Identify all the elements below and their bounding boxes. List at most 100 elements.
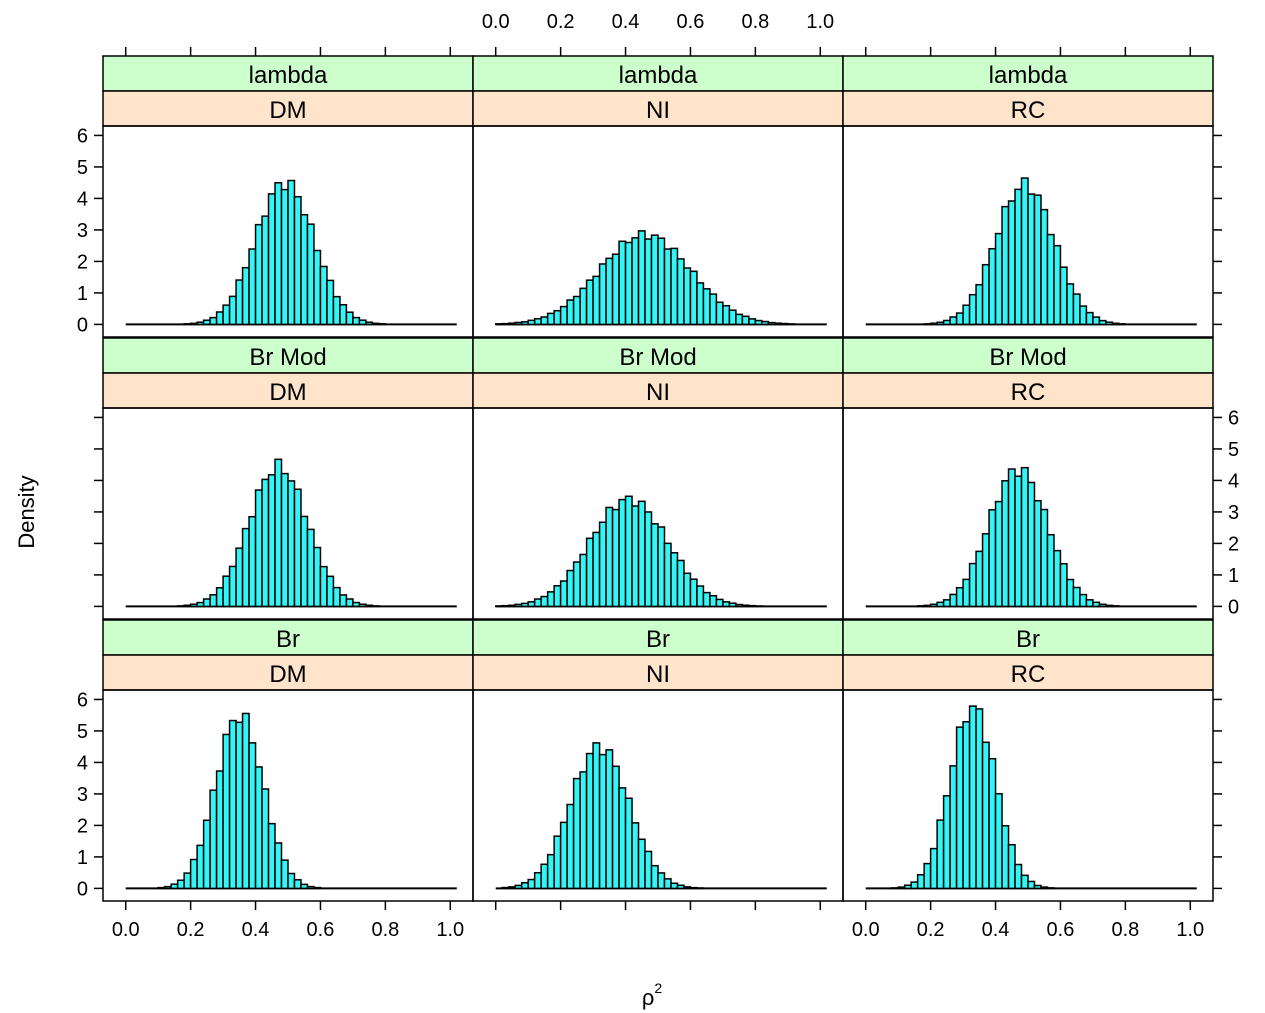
histogram-bar [676, 559, 685, 608]
histogram-bar [183, 872, 192, 890]
histogram-bar [618, 498, 627, 608]
histogram-bar [183, 604, 192, 608]
strip-inner [842, 654, 1214, 691]
histogram-bar [994, 232, 1003, 326]
histogram-bar [663, 878, 672, 890]
histogram-bar [527, 878, 536, 890]
histogram-bar [546, 853, 555, 890]
histogram-bar [955, 726, 964, 890]
histogram-bar [358, 603, 367, 608]
histogram-bar [618, 787, 627, 890]
histogram-bar [339, 304, 348, 326]
histogram-bar [248, 515, 257, 608]
histogram-bar [767, 321, 776, 326]
histogram-bar [735, 603, 744, 608]
histogram-bar [540, 595, 549, 608]
strip-inner [842, 372, 1214, 409]
histogram-bar [254, 766, 263, 890]
histogram-bar [1092, 601, 1101, 608]
histogram-bar [1007, 468, 1016, 608]
histogram-bar [1118, 323, 1127, 326]
histogram-bar [533, 598, 542, 608]
histogram-bar [916, 874, 925, 890]
histogram-bar [936, 321, 945, 326]
histogram-bar [1014, 188, 1023, 326]
histogram-bar [501, 322, 510, 326]
histogram-bar [300, 883, 309, 890]
x-tick-label: 0.6 [1047, 919, 1075, 941]
histogram-bar [1020, 874, 1029, 890]
strip-outer-label: Br [1016, 626, 1040, 653]
histogram-bar [663, 542, 672, 608]
histogram-bar [566, 299, 575, 326]
histogram-bar [222, 733, 231, 890]
x-tick-label: 0.4 [612, 11, 640, 33]
histogram-bar [352, 316, 361, 326]
panel-grid: lambda DM lambda NI lambda RC Br Mod DM Br Mod NI… [102, 55, 1214, 902]
histogram-bar [1066, 578, 1075, 608]
histogram-bar [975, 283, 984, 326]
histogram-bar [163, 885, 172, 890]
histogram-bar [553, 309, 562, 326]
y-tick-label: 4 [1228, 470, 1239, 492]
histogram-bar [923, 323, 932, 326]
histogram-bar [910, 881, 919, 890]
histogram-bar [1098, 319, 1107, 326]
histogram-bar [241, 266, 250, 326]
histogram-bar [936, 601, 945, 608]
histogram-bar [566, 569, 575, 608]
histogram-bar [585, 537, 594, 608]
histogram-bar [1046, 533, 1055, 608]
histogram-bar [572, 561, 581, 608]
histogram-bar [274, 458, 283, 608]
histogram-bar [1059, 266, 1068, 326]
histogram-bar [702, 288, 711, 326]
histogram-bar [624, 797, 633, 890]
histogram-bar [689, 270, 698, 326]
histogram-bar [540, 316, 549, 326]
histogram-bar [1079, 305, 1088, 326]
histogram-bar [520, 321, 529, 326]
histogram-bar [222, 304, 231, 326]
histogram-bar [676, 258, 685, 326]
y-tick-label: 6 [77, 689, 88, 711]
histogram-bar [1111, 322, 1120, 326]
x-tick-label: 0.4 [242, 919, 270, 941]
histogram-bar [1040, 508, 1049, 608]
histogram-bar [611, 765, 620, 890]
strip-inner [472, 372, 844, 409]
strip-outer-label: Br [276, 626, 300, 653]
histogram-bar [618, 240, 627, 326]
histogram-bar [326, 575, 335, 608]
histogram-bar [1007, 843, 1016, 890]
histogram-bar [215, 770, 224, 890]
histogram-bar [624, 495, 633, 608]
histogram-bar [494, 323, 503, 326]
histogram-bar [916, 605, 925, 608]
histogram-bar [254, 223, 263, 326]
strip-inner-label: DM [269, 379, 306, 406]
histogram-bar [1040, 208, 1049, 326]
histogram-bar [637, 500, 646, 608]
strip-outer [102, 55, 474, 92]
histogram-bar [1007, 200, 1016, 326]
histogram-bar [774, 322, 783, 326]
histogram-bar [572, 295, 581, 326]
histogram-bar [520, 882, 529, 890]
histogram-bar [929, 322, 938, 326]
histogram-bar [189, 603, 198, 608]
y-tick-label: 0 [77, 878, 88, 900]
y-tick-label: 0 [1228, 596, 1239, 618]
histogram-bar [968, 562, 977, 608]
histogram-bar [598, 263, 607, 326]
histogram-bar [514, 603, 523, 608]
histogram-bar [605, 506, 614, 608]
histogram-bar [176, 879, 185, 890]
histogram-bar [313, 546, 322, 608]
strip-inner-label: NI [646, 379, 670, 406]
x-tick-label: 0.6 [307, 919, 335, 941]
histogram-bar [553, 835, 562, 890]
x-tick-label: 1.0 [806, 11, 834, 33]
histogram-bar [644, 511, 653, 608]
histogram-bar [657, 237, 666, 326]
